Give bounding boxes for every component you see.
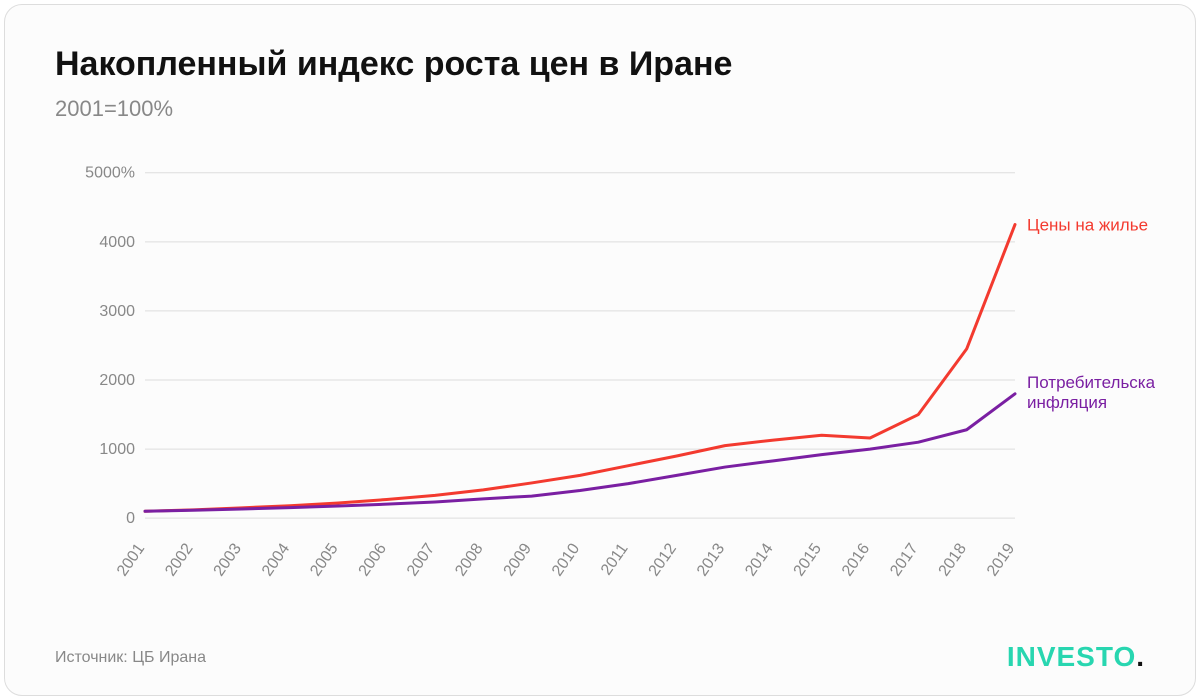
x-tick-label: 2010 <box>549 540 583 579</box>
y-tick-label: 0 <box>126 510 135 527</box>
x-tick-label: 2013 <box>694 540 728 579</box>
chart-card: Накопленный индекс роста цен в Иране 200… <box>4 4 1196 696</box>
brand-logo: INVESTO. <box>1007 641 1145 673</box>
x-tick-label: 2003 <box>211 540 245 579</box>
x-tick-label: 2001 <box>114 540 148 579</box>
y-tick-label: 4000 <box>99 234 135 251</box>
y-tick-label: 2000 <box>99 372 135 389</box>
series-label-cpi: Потребительскаяинфляция <box>1027 373 1155 412</box>
brand-logo-dot: . <box>1136 641 1145 672</box>
x-tick-label: 2004 <box>259 540 293 579</box>
x-tick-label: 2006 <box>356 540 390 579</box>
x-tick-label: 2014 <box>742 540 776 579</box>
x-tick-label: 2007 <box>404 540 438 579</box>
series-line-cpi <box>145 394 1015 511</box>
x-tick-label: 2009 <box>501 540 535 579</box>
x-tick-label: 2005 <box>307 540 341 579</box>
y-tick-label: 5000% <box>85 165 135 182</box>
x-tick-label: 2011 <box>598 540 632 578</box>
x-tick-label: 2019 <box>984 540 1018 579</box>
x-tick-label: 2018 <box>936 540 970 579</box>
chart-source: Источник: ЦБ Ирана <box>55 649 206 667</box>
chart-title: Накопленный индекс роста цен в Иране <box>55 45 1145 84</box>
brand-logo-text: INVESTO <box>1007 641 1136 672</box>
y-tick-label: 1000 <box>99 441 135 458</box>
x-tick-label: 2015 <box>791 540 825 579</box>
x-tick-label: 2008 <box>452 540 486 579</box>
series-line-housing <box>145 225 1015 512</box>
y-tick-label: 3000 <box>99 303 135 320</box>
line-chart-svg: 0 1000 2000 3000 4000 5000% 2001 2002 2003 2004 20… <box>55 142 1155 612</box>
x-tick-label: 2016 <box>839 540 873 579</box>
chart-area: 0 1000 2000 3000 4000 5000% 2001 2002 2003 2004 20… <box>55 142 1145 602</box>
x-tick-label: 2002 <box>162 540 196 579</box>
series-label-housing: Цены на жилье <box>1027 216 1148 235</box>
x-tick-label: 2017 <box>887 540 921 579</box>
x-tick-label: 2012 <box>646 540 680 579</box>
chart-subtitle: 2001=100% <box>55 96 1145 122</box>
